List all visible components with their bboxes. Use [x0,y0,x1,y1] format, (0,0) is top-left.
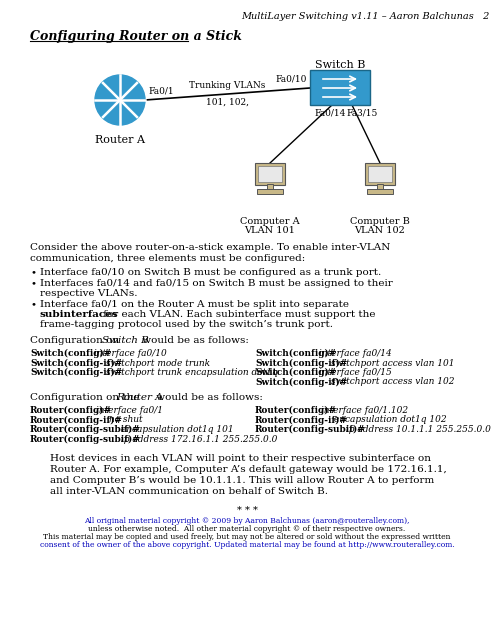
Text: Host devices in each VLAN will point to their respective subinterface on: Host devices in each VLAN will point to … [50,454,431,463]
Text: Switch(config-if)#: Switch(config-if)# [30,368,122,377]
Text: Router(config)#: Router(config)# [30,406,112,415]
Text: * * *: * * * [237,506,257,515]
Text: ip address 172.16.1.1 255.255.0.0: ip address 172.16.1.1 255.255.0.0 [118,435,278,444]
Text: would be as follows:: would be as follows: [153,393,263,402]
Text: Switch(config)#: Switch(config)# [30,349,111,358]
Text: no shut: no shut [105,415,142,424]
Text: VLAN 102: VLAN 102 [354,226,405,235]
Text: for each VLAN. Each subinterface must support the: for each VLAN. Each subinterface must su… [100,310,376,319]
Text: switchport trunk encapsulation dot1q: switchport trunk encapsulation dot1q [103,368,278,377]
Text: Switch B: Switch B [102,336,149,345]
Text: switchport access vlan 102: switchport access vlan 102 [328,378,454,387]
Circle shape [95,75,145,125]
Text: interface fa0/1.102: interface fa0/1.102 [318,406,408,415]
Text: would be as follows:: would be as follows: [139,336,249,345]
Text: encapsulation dot1q 101: encapsulation dot1q 101 [118,425,234,434]
Bar [258,166,282,182]
Bar [365,163,395,185]
Text: Fa0/10: Fa0/10 [276,74,307,83]
Text: Switch(config)#: Switch(config)# [255,349,336,358]
Text: encapsulation dot1q 102: encapsulation dot1q 102 [331,415,446,424]
Bar [377,184,383,190]
Text: all inter-VLAN communication on behalf of Switch B.: all inter-VLAN communication on behalf o… [50,487,328,496]
Text: Switch(config-if)#: Switch(config-if)# [255,358,347,367]
Text: frame-tagging protocol used by the switch’s trunk port.: frame-tagging protocol used by the switc… [40,320,333,329]
Text: unless otherwise noted.  All other material copyright © of their respective owne: unless otherwise noted. All other materi… [89,525,405,533]
Text: Fa0/1: Fa0/1 [148,86,174,95]
Text: •: • [30,300,36,309]
Text: Interface fa0/1 on the Router A must be split into separate: Interface fa0/1 on the Router A must be … [40,300,349,309]
Text: Configuring Router on a Stick: Configuring Router on a Stick [30,30,242,43]
Text: 101, 102,: 101, 102, [206,98,249,107]
Text: and Computer B’s would be 10.1.1.1. This will allow Router A to perform: and Computer B’s would be 10.1.1.1. This… [50,476,434,485]
Text: MultiLayer Switching v1.11 – Aaron Balchunas   2: MultiLayer Switching v1.11 – Aaron Balch… [242,12,490,21]
Bar [257,189,283,194]
Text: Router(config-subif)#: Router(config-subif)# [30,425,141,434]
Text: respective VLANs.: respective VLANs. [40,289,138,298]
Text: Computer B: Computer B [350,217,410,226]
Text: •: • [30,268,36,277]
Text: Configuration on: Configuration on [30,336,122,345]
Text: Switch(config-if)#: Switch(config-if)# [30,358,122,367]
Text: interface fa0/1: interface fa0/1 [93,406,163,415]
Text: consent of the owner of the above copyright. Updated material may be found at ht: consent of the owner of the above copyri… [40,541,454,549]
Text: ip address 10.1.1.1 255.255.0.0: ip address 10.1.1.1 255.255.0.0 [343,425,491,434]
Text: Switch(config)#: Switch(config)# [255,368,336,377]
Text: VLAN 101: VLAN 101 [245,226,296,235]
Text: •: • [30,279,36,288]
Text: interface fa0/14: interface fa0/14 [316,349,392,358]
Text: Router A: Router A [116,393,163,402]
Text: Switch(config-if)#: Switch(config-if)# [255,378,347,387]
Text: Router(config)#: Router(config)# [255,406,337,415]
Text: Router(config-if)#: Router(config-if)# [255,415,348,424]
Text: Interfaces fa0/14 and fa0/15 on Switch B must be assigned to their: Interfaces fa0/14 and fa0/15 on Switch B… [40,279,393,288]
Text: Switch B: Switch B [315,60,365,70]
Text: switchport mode trunk: switchport mode trunk [103,358,210,367]
Text: Trunking VLANs: Trunking VLANs [189,81,266,90]
Bar [367,189,393,194]
Text: communication, three elements must be configured:: communication, three elements must be co… [30,254,305,263]
Bar [368,166,392,182]
Text: Fa0/14: Fa0/14 [314,108,346,117]
Bar [255,163,285,185]
Text: Router(config-subif)#: Router(config-subif)# [255,425,366,434]
Text: Fa3/15: Fa3/15 [346,108,378,117]
Text: Router A. For example, Computer A’s default gateway would be 172.16.1.1,: Router A. For example, Computer A’s defa… [50,465,447,474]
Text: Computer A: Computer A [240,217,300,226]
Text: All original material copyright © 2009 by Aaron Balchunas (aaron@routeralley.com: All original material copyright © 2009 b… [84,517,410,525]
Text: This material may be copied and used freely, but may not be altered or sold with: This material may be copied and used fre… [43,533,451,541]
Text: subinterfaces: subinterfaces [40,310,119,319]
Text: Configuration on the: Configuration on the [30,393,143,402]
Text: Consider the above router-on-a-stick example. To enable inter-VLAN: Consider the above router-on-a-stick exa… [30,243,391,252]
Text: Interface fa0/10 on Switch B must be configured as a trunk port.: Interface fa0/10 on Switch B must be con… [40,268,381,277]
Text: Router(config-if)#: Router(config-if)# [30,415,123,424]
Bar [267,184,273,190]
Text: Router(config-subif)#: Router(config-subif)# [30,435,141,444]
Text: switchport access vlan 101: switchport access vlan 101 [328,358,454,367]
Text: interface fa0/15: interface fa0/15 [316,368,392,377]
FancyBboxPatch shape [310,70,370,105]
Text: Router A: Router A [95,135,145,145]
Text: interface fa0/10: interface fa0/10 [91,349,166,358]
